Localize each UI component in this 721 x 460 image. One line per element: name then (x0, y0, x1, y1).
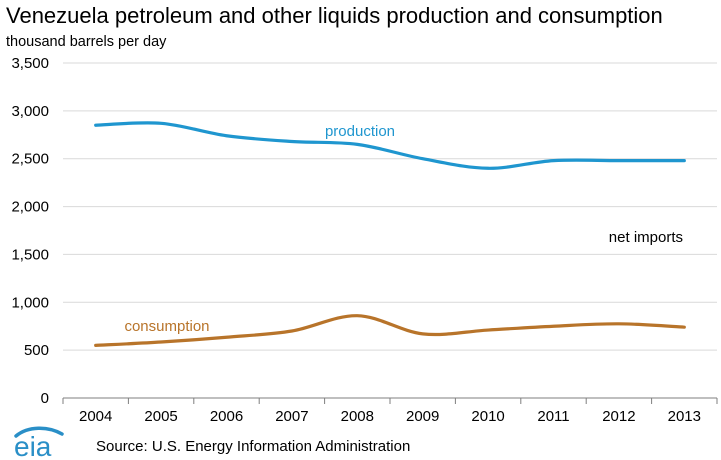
eia-logo: eia (14, 426, 64, 460)
x-tick-label: 2012 (602, 408, 635, 425)
y-axis-label: thousand barrels per day (6, 34, 167, 50)
y-tick-label: 2,000 (11, 199, 49, 216)
x-tick-label: 2010 (471, 408, 504, 425)
x-tick-label: 2011 (537, 408, 569, 425)
logo-swoosh (14, 426, 64, 438)
series-lines (94, 121, 686, 347)
y-tick-label: 1,000 (11, 294, 49, 311)
x-tick-label: 2007 (275, 408, 308, 425)
x-tick-label: 2008 (341, 408, 374, 425)
series-label-production: production (325, 123, 395, 140)
y-tick-label: 0 (41, 390, 49, 407)
logo-text: eia (14, 431, 52, 460)
annotation-net-imports: net imports (609, 229, 683, 246)
y-tick-label: 3,500 (11, 55, 49, 72)
x-tick-label: 2009 (406, 408, 439, 425)
series-label-consumption: consumption (124, 318, 209, 335)
series-line-consumption (94, 314, 686, 347)
chart-labels: 0 500 1,000 1,500 2,000 2,500 3,000 3,500 2004 20… (11, 55, 701, 425)
gridlines (63, 62, 717, 351)
y-tick-label: 1,500 (11, 246, 49, 263)
y-tick-label: 3,000 (11, 103, 49, 120)
x-tick-label: 2004 (79, 408, 112, 425)
y-tick-label: 2,500 (11, 151, 49, 168)
x-tick-label: 2013 (668, 408, 701, 425)
series-line-production (94, 121, 686, 170)
axes (62, 397, 718, 404)
chart-title: Venezuela petroleum and other liquids pr… (6, 3, 663, 28)
y-tick-label: 500 (24, 342, 49, 359)
x-tick-label: 2005 (144, 408, 177, 425)
x-tick-label: 2006 (210, 408, 243, 425)
source-note: Source: U.S. Energy Information Administ… (96, 438, 411, 455)
